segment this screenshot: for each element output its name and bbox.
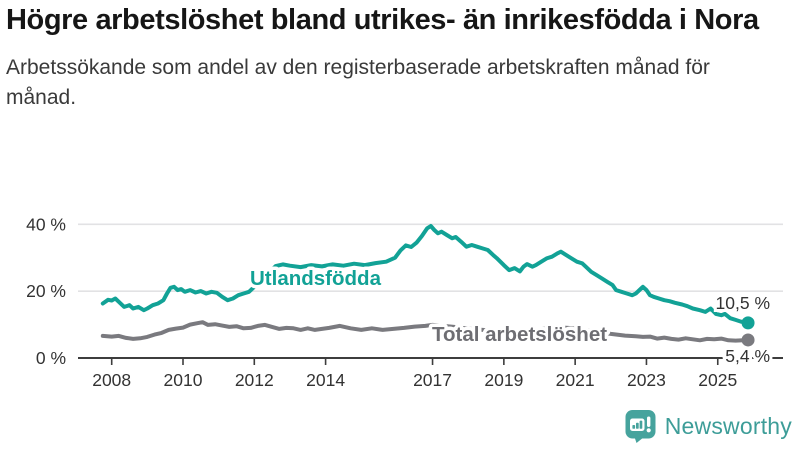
page-subtitle: Arbetssökande som andel av den registerb… [6, 56, 710, 109]
x-tick-label: 2017 [413, 370, 452, 390]
y-tick-label: 0 % [36, 348, 66, 368]
x-tick-label: 2019 [484, 370, 523, 390]
x-tick-label: 2008 [92, 370, 131, 390]
end-value-label-0: 10,5 % [716, 293, 770, 313]
chart-header: Högre arbetslöshet bland utrikes- än inr… [6, 2, 794, 113]
newsworthy-wordmark: Newsworthy [664, 412, 792, 439]
x-tick-label: 2023 [627, 370, 666, 390]
series-line-0 [100, 224, 751, 325]
x-tick-label: 2010 [164, 370, 203, 390]
x-tick-label: 2021 [556, 370, 595, 390]
series-label-1: Total arbetslöshet [432, 323, 607, 346]
x-tick-label: 2012 [235, 370, 274, 390]
series-label-0: Utlandsfödda [250, 267, 382, 290]
end-dot-0 [741, 316, 755, 330]
newsworthy-icon [625, 410, 656, 443]
x-tick-label: 2025 [698, 370, 737, 390]
series-line-1 [100, 320, 751, 343]
y-tick-label: 40 % [26, 214, 66, 234]
x-tick-label: 2014 [306, 370, 345, 390]
end-dot-1 [741, 333, 755, 347]
y-tick-label: 20 % [26, 281, 66, 301]
newsworthy-logo[interactable]: Newsworthy [625, 409, 792, 443]
page-title: Högre arbetslöshet bland utrikes- än inr… [6, 4, 759, 36]
end-value-label-1: 5,4 % [725, 346, 770, 366]
